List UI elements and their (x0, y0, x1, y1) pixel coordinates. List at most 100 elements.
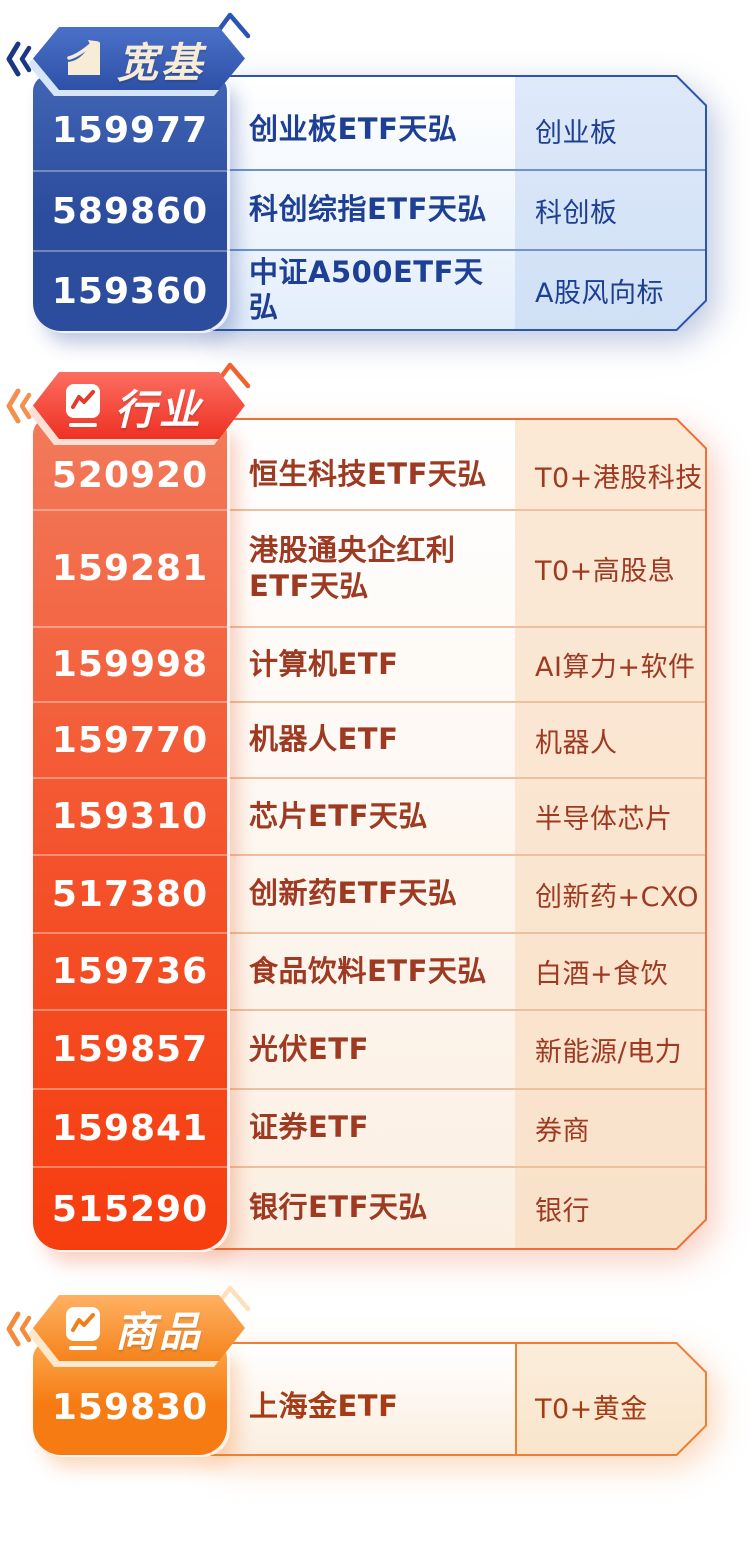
etf-code-cell: 159281 (33, 511, 227, 628)
etf-name: 食品饮料ETF天弘 (249, 953, 487, 988)
etf-name: 港股通央企红利ETF天弘 (249, 533, 456, 603)
table-rows: 创业板ETF天弘 创业板 科创综指ETF天弘 科创板 中证A500ETF天弘 A… (212, 77, 705, 329)
section-title: 行业 (115, 385, 203, 434)
etf-code: 159841 (51, 1107, 209, 1149)
industry-table: 恒生科技ETF天弘 T0+港股科技 港股通央企红利ETF天弘 T0+高股息 计算… (210, 418, 707, 1250)
table-fill: 恒生科技ETF天弘 T0+港股科技 港股通央企红利ETF天弘 T0+高股息 计算… (212, 420, 705, 1248)
etf-code-cell: 159736 (33, 934, 227, 1011)
section-badge: 商品 (33, 1295, 245, 1361)
etf-name: 中证A500ETF天弘 (249, 254, 484, 324)
left-chevrons-icon (5, 388, 35, 428)
etf-tag: 半导体芯片 (535, 804, 673, 835)
etf-tag: 科创板 (535, 197, 618, 229)
etf-tag: 银行 (535, 1195, 590, 1227)
table-rows: 恒生科技ETF天弘 T0+港股科技 港股通央企红利ETF天弘 T0+高股息 计算… (212, 420, 705, 1248)
etf-code: 159857 (51, 1029, 209, 1070)
section-broad-base: 创业板ETF天弘 创业板 科创综指ETF天弘 科创板 中证A500ETF天弘 A… (0, 0, 750, 352)
etf-tag: T0+黄金 (535, 1394, 648, 1425)
etf-tag: 创业板 (535, 117, 618, 149)
etf-code: 520920 (51, 454, 209, 496)
section-badge: 宽基 (33, 27, 245, 90)
etf-tag: 机器人 (535, 727, 618, 759)
etf-code-cell: 159841 (33, 1090, 227, 1168)
table-frame: 创业板ETF天弘 创业板 科创综指ETF天弘 科创板 中证A500ETF天弘 A… (210, 75, 707, 331)
section-title: 宽基 (117, 38, 205, 87)
etf-code: 515290 (51, 1188, 209, 1230)
etf-code: 159281 (51, 548, 209, 589)
section-title: 商品 (115, 1308, 203, 1356)
etf-row: 上海金ETF T0+黄金 (212, 1359, 705, 1454)
etf-tag: 创新药+CXO (535, 881, 699, 913)
etf-name: 光伏ETF (249, 1031, 369, 1066)
etf-code: 159360 (51, 271, 209, 313)
etf-name: 上海金ETF (249, 1388, 399, 1423)
etf-tag: A股风向标 (535, 277, 664, 309)
section-badge: 行业 (33, 372, 245, 439)
table-frame: 上海金ETF T0+黄金 (210, 1342, 707, 1456)
etf-code-cell: 159830 (33, 1359, 227, 1455)
etf-name: 机器人ETF (249, 722, 399, 757)
tag-column-background (515, 420, 705, 1248)
etf-code-cell: 517380 (33, 856, 227, 934)
etf-row: 创业板ETF天弘 创业板 (212, 91, 705, 171)
etf-row: 计算机ETF AI算力+软件 (212, 628, 705, 703)
etf-row: 恒生科技ETF天弘 T0+港股科技 (212, 441, 705, 511)
etf-code-cell: 159998 (33, 628, 227, 703)
etf-row: 证券ETF 券商 (212, 1090, 705, 1168)
etf-row: 创新药ETF天弘 创新药+CXO (212, 856, 705, 934)
etf-code: 159770 (51, 719, 209, 761)
etf-name: 恒生科技ETF天弘 (249, 457, 487, 492)
etf-row: 银行ETF天弘 银行 (212, 1168, 705, 1248)
etf-code: 159830 (51, 1386, 209, 1428)
etf-name: 证券ETF (249, 1110, 369, 1145)
broad-base-table: 创业板ETF天弘 创业板 科创综指ETF天弘 科创板 中证A500ETF天弘 A… (210, 75, 707, 331)
etf-row: 食品饮料ETF天弘 白酒+食饮 (212, 934, 705, 1011)
etf-row: 机器人ETF 机器人 (212, 703, 705, 779)
tag-column-background (515, 1344, 705, 1454)
etf-name: 计算机ETF (249, 646, 399, 681)
table-fill: 创业板ETF天弘 创业板 科创综指ETF天弘 科创板 中证A500ETF天弘 A… (212, 77, 705, 329)
etf-code: 159310 (51, 796, 209, 837)
etf-code: 517380 (51, 873, 209, 915)
line-chart-icon (63, 382, 103, 429)
etf-row: 港股通央企红利ETF天弘 T0+高股息 (212, 511, 705, 628)
etf-code-cell: 159310 (33, 779, 227, 856)
etf-row: 芯片ETF天弘 半导体芯片 (212, 779, 705, 856)
left-chevrons-icon (5, 1311, 35, 1351)
etf-tag: T0+港股科技 (535, 462, 703, 494)
etf-tag: T0+高股息 (535, 556, 676, 587)
code-column: 159977 589860 159360 (33, 75, 227, 331)
etf-code: 159998 (51, 644, 209, 685)
etf-code-cell: 159360 (33, 252, 227, 331)
etf-code-cell: 589860 (33, 172, 227, 253)
commodity-table: 上海金ETF T0+黄金 (210, 1342, 707, 1456)
etf-tag: 新能源/电力 (535, 1037, 683, 1068)
etf-tag: 券商 (535, 1115, 590, 1147)
etf-name: 创业板ETF天弘 (249, 112, 458, 147)
etf-name: 芯片ETF天弘 (249, 798, 428, 833)
etf-code-cell: 515290 (33, 1168, 227, 1250)
left-chevrons-icon (5, 41, 35, 81)
table-frame: 恒生科技ETF天弘 T0+港股科技 港股通央企红利ETF天弘 T0+高股息 计算… (210, 418, 707, 1250)
section-industry: 恒生科技ETF天弘 T0+港股科技 港股通央企红利ETF天弘 T0+高股息 计算… (0, 358, 750, 1274)
etf-row: 科创综指ETF天弘 科创板 (212, 171, 705, 251)
corner-bracket-icon (213, 11, 251, 43)
area-chart-arrow-icon (63, 39, 105, 79)
etf-tag: AI算力+软件 (535, 652, 696, 683)
table-fill: 上海金ETF T0+黄金 (212, 1344, 705, 1454)
code-column: 520920 159281 159998 159770 159310 51738… (33, 418, 227, 1250)
etf-row: 光伏ETF 新能源/电力 (212, 1011, 705, 1090)
etf-name: 银行ETF天弘 (249, 1190, 428, 1225)
line-chart-icon (63, 1305, 103, 1352)
etf-code-cell: 520920 (33, 441, 227, 511)
tag-column-background (515, 77, 705, 329)
etf-tag: 白酒+食饮 (535, 959, 669, 990)
etf-code: 159977 (51, 109, 209, 151)
etf-code-cell: 159977 (33, 91, 227, 172)
etf-name: 创新药ETF天弘 (249, 876, 458, 911)
etf-code: 159736 (51, 951, 209, 992)
section-commodity: 上海金ETF T0+黄金 159830 商品 (0, 1281, 750, 1565)
etf-code-cell: 159770 (33, 703, 227, 779)
etf-name: 科创综指ETF天弘 (249, 192, 487, 227)
